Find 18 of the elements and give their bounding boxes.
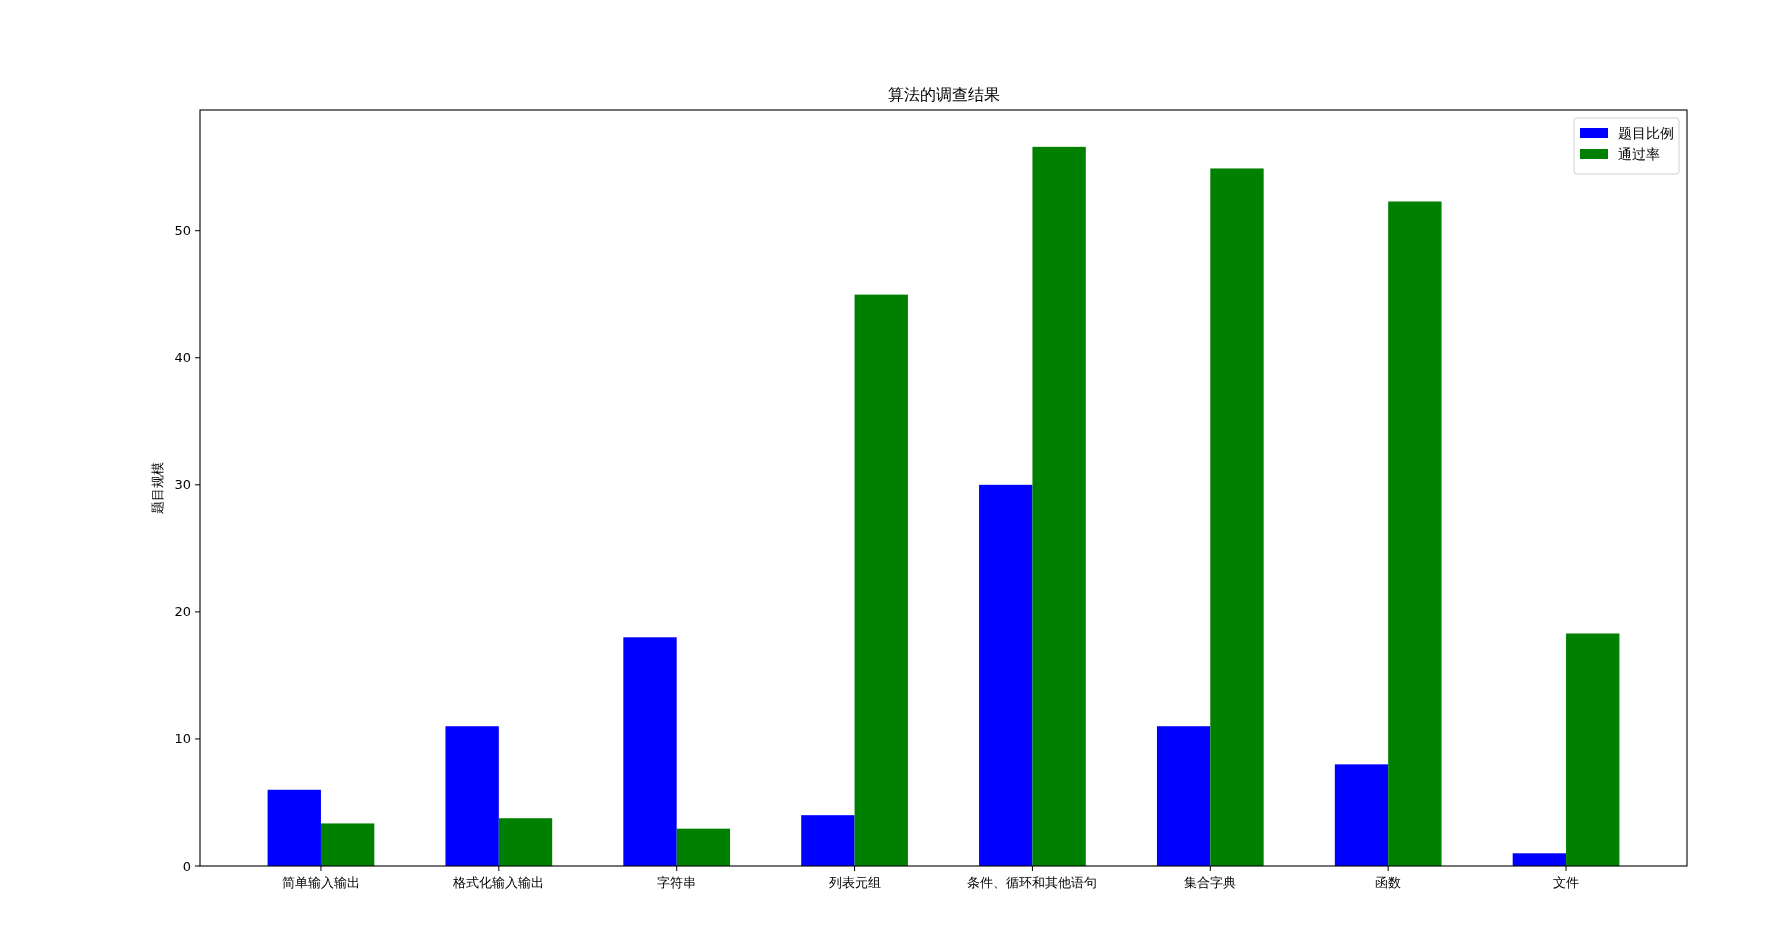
y-tick-label: 50 bbox=[174, 223, 191, 239]
y-tick-label: 20 bbox=[174, 604, 191, 620]
legend-label: 题目比例 bbox=[1618, 125, 1674, 141]
x-tick-label: 格式化输入输出 bbox=[452, 875, 545, 890]
chart-title: 算法的调查结果 bbox=[887, 86, 1000, 104]
x-tick-label: 集合字典 bbox=[1184, 875, 1237, 890]
legend-label: 通过率 bbox=[1618, 146, 1660, 162]
x-tick-label: 字符串 bbox=[657, 875, 697, 890]
y-tick-label: 10 bbox=[174, 731, 191, 747]
x-tick-label: 简单输入输出 bbox=[281, 875, 360, 890]
x-tick-label: 条件、循环和其他语句 bbox=[967, 875, 1098, 890]
y-tick-label: 40 bbox=[174, 350, 191, 366]
y-tick-label: 30 bbox=[174, 477, 191, 493]
x-tick-label: 列表元组 bbox=[828, 875, 881, 890]
y-tick-label: 0 bbox=[182, 858, 191, 874]
x-tick-label: 文件 bbox=[1553, 875, 1580, 890]
y-axis-title: 题目规模 bbox=[150, 462, 165, 514]
x-tick-label: 函数 bbox=[1375, 875, 1402, 890]
